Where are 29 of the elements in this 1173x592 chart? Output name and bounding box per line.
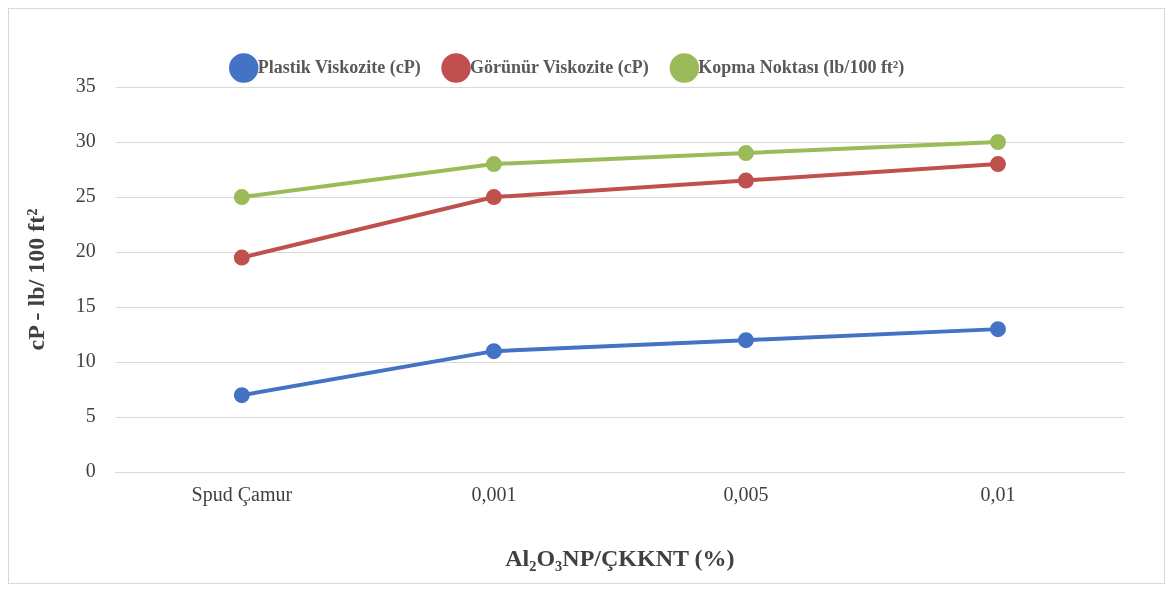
point — [233, 189, 250, 206]
point — [737, 332, 754, 349]
point — [989, 156, 1006, 173]
x-tick-label: 0,001 — [471, 483, 517, 506]
y-tick-label: 0 — [85, 459, 96, 482]
point — [989, 134, 1006, 151]
y-tick-label: 20 — [75, 239, 96, 262]
y-axis-title: cP - lb/ 100 ft² — [22, 208, 49, 351]
y-tick-label: 30 — [75, 129, 96, 152]
x-tick-label: 0,01 — [980, 483, 1016, 506]
point — [737, 145, 754, 162]
legend-label: Plastik Viskozite (cP) — [257, 56, 421, 78]
y-tick-label: 15 — [75, 294, 96, 317]
y-tick-label: 5 — [85, 404, 96, 427]
point — [485, 156, 502, 173]
point — [233, 387, 250, 404]
legend-label: Görünür Viskozite (cP) — [470, 56, 649, 78]
y-tick-label: 35 — [75, 74, 96, 97]
x-axis-title: Al₂O₃NP/ÇKKNT (%) — [505, 544, 735, 571]
x-tick-label: 0,005 — [723, 483, 769, 506]
legend-label: Kopma Noktası (lb/100 ft²) — [698, 56, 905, 78]
x-tick-label: Spud Çamur — [191, 483, 293, 507]
y-tick-label: 25 — [75, 184, 96, 207]
y-tick-label: 10 — [75, 349, 96, 372]
point — [737, 172, 754, 189]
point — [989, 321, 1006, 338]
point — [233, 249, 250, 266]
point — [485, 189, 502, 206]
point — [485, 343, 502, 360]
